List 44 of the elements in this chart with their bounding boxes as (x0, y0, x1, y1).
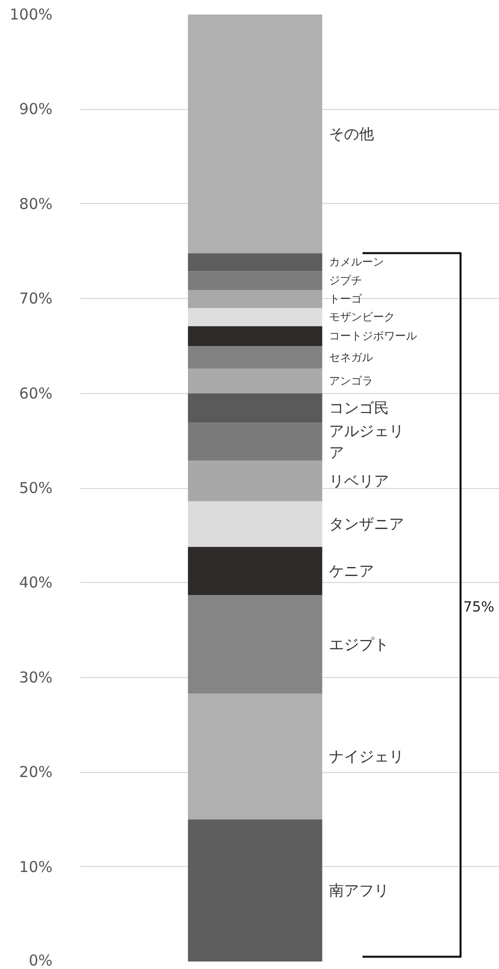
series-label: ケニア (328, 562, 374, 580)
y-tick-label: 10% (19, 858, 53, 876)
series-label: アルジェリア (328, 422, 404, 462)
series-label: 南アフリ (328, 881, 389, 900)
y-tick-label: 90% (19, 100, 53, 118)
series-label: アンゴラ (328, 374, 373, 388)
series-label: ナイジェリ (328, 747, 404, 766)
bar (188, 546, 322, 596)
series-label: カメルーン (328, 256, 384, 269)
bar (188, 271, 322, 290)
bar (188, 694, 322, 820)
bar (188, 819, 322, 962)
bar (188, 326, 322, 346)
series-label: エジプト (328, 635, 389, 654)
y-tick-label: 60% (19, 384, 53, 402)
bar (188, 290, 322, 308)
bar (188, 346, 322, 369)
y-tick-label: 100% (10, 6, 53, 24)
bar (188, 253, 322, 272)
bar (188, 460, 322, 502)
series-label: モザンビーク (328, 310, 395, 324)
bar (188, 14, 322, 254)
bar (188, 368, 322, 394)
y-tick-label: 30% (19, 668, 53, 686)
annotation: 75% (463, 599, 494, 616)
series-label: リベリア (328, 472, 389, 490)
series-label: その他 (328, 124, 374, 143)
y-tick-label: 40% (19, 574, 53, 592)
series-label: セネガル (328, 350, 373, 364)
bar (188, 393, 322, 423)
y-tick-label: 70% (19, 290, 53, 308)
series-label: ジブチ (328, 274, 362, 288)
series-label: コンゴ民 (328, 398, 389, 417)
bar (188, 308, 322, 326)
series-label: コートジボワール (328, 330, 417, 343)
series-label: トーゴ (328, 292, 363, 306)
y-tick-label: 80% (19, 194, 53, 213)
y-tick-label: 20% (19, 763, 53, 782)
bar (188, 422, 322, 461)
series-label: タンザニア (328, 514, 404, 533)
y-tick-label: 50% (19, 479, 53, 497)
y-tick-label: 0% (28, 952, 52, 969)
bar (188, 595, 322, 694)
bar (188, 501, 322, 547)
